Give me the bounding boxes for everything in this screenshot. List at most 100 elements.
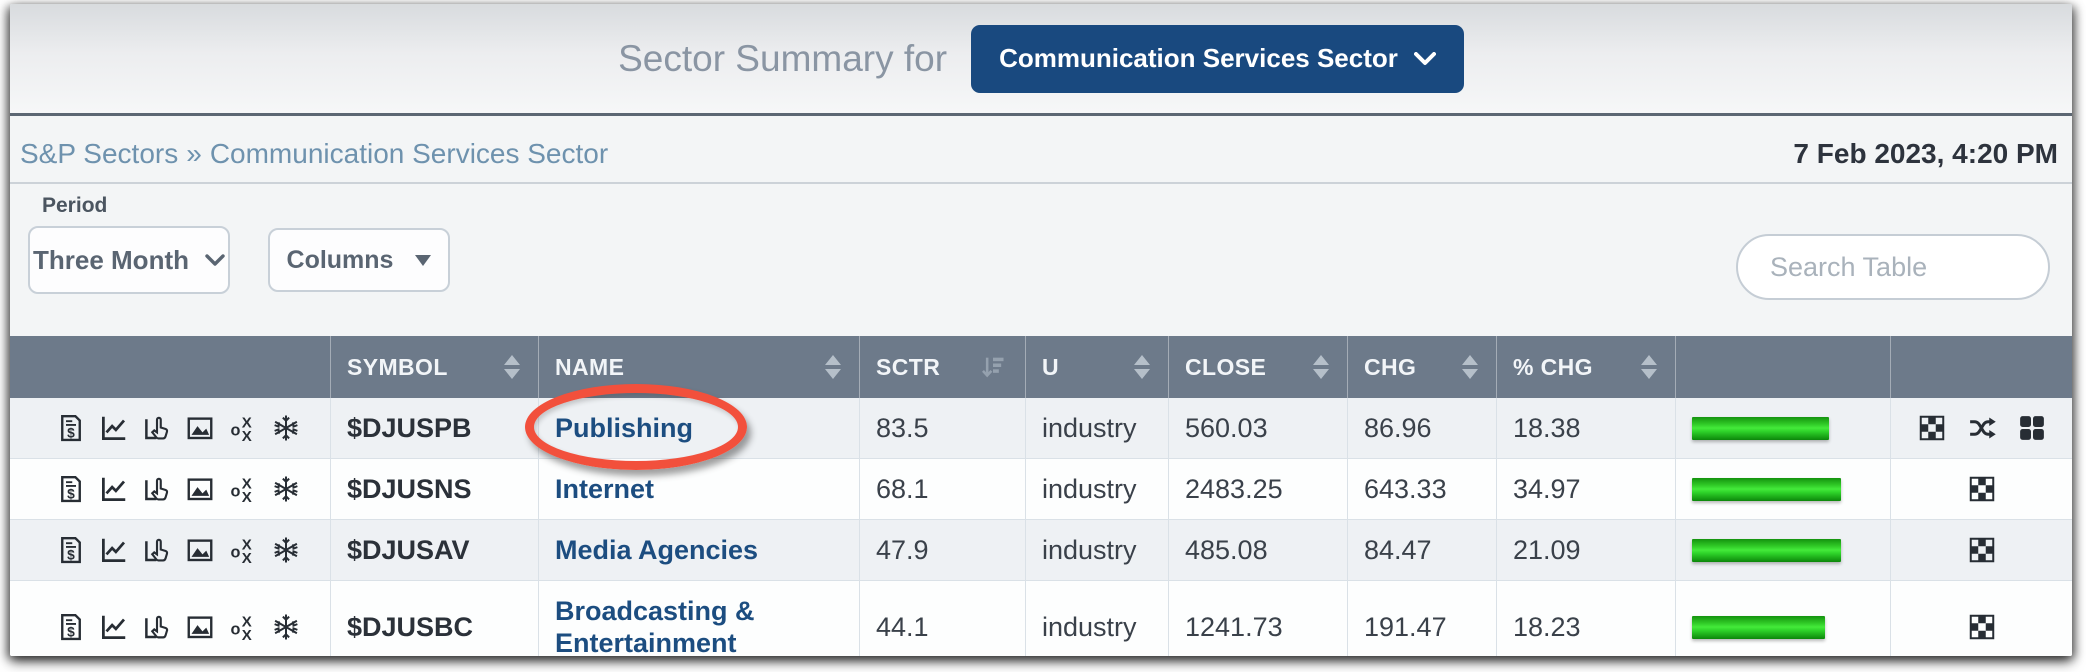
seasonality-icon[interactable] (271, 612, 301, 642)
svg-text:o: o (231, 544, 241, 562)
column-header-u[interactable]: U (1026, 336, 1169, 398)
chevron-down-icon (1414, 52, 1436, 66)
candleglance-icon[interactable] (1967, 612, 1997, 642)
svg-text:$: $ (67, 624, 75, 639)
actions-cell (1891, 459, 2072, 519)
pnf-chart-icon[interactable]: oXX (228, 474, 258, 504)
chg-cell: 86.96 (1348, 398, 1497, 458)
column-header-chg[interactable]: CHG (1348, 336, 1497, 398)
galleryview-icon[interactable] (185, 535, 215, 565)
chart-tools-cell: $ oXX (10, 520, 331, 580)
pnf-chart-icon[interactable]: oXX (228, 612, 258, 642)
acp-chart-icon[interactable] (142, 535, 172, 565)
svg-text:X: X (242, 627, 252, 642)
symbol-cell: $DJUSBC (331, 581, 539, 656)
columns-button[interactable]: Columns (268, 228, 450, 292)
close-cell: 1241.73 (1169, 581, 1348, 656)
name-cell: Publishing (539, 398, 860, 458)
performance-bar (1692, 539, 1841, 562)
controls-bar: Period Three Month Columns (10, 194, 2072, 336)
pnf-chart-icon[interactable]: oXX (228, 413, 258, 443)
breadcrumb-separator: » (178, 138, 210, 169)
breadcrumb-sp-sectors[interactable]: S&P Sectors (20, 138, 178, 169)
chart-tools-cell: $ oXX (10, 398, 331, 458)
svg-text:X: X (242, 489, 252, 504)
data-timestamp: 7 Feb 2023, 4:20 PM (1793, 138, 2058, 170)
sector-select-label: Communication Services Sector (999, 43, 1398, 74)
industry-link[interactable]: Broadcasting & Entertainment (555, 595, 815, 656)
sort-amount-desc-icon[interactable] (979, 353, 1007, 381)
chg-cell: 191.47 (1348, 581, 1497, 656)
performance-bar (1692, 417, 1829, 440)
svg-text:$: $ (67, 486, 75, 501)
sort-icon[interactable] (1641, 355, 1657, 379)
perf-bar-cell (1676, 581, 1891, 656)
sharpchart-icon[interactable] (99, 413, 129, 443)
acp-chart-icon[interactable] (142, 612, 172, 642)
sort-icon[interactable] (1313, 355, 1329, 379)
universe-cell: industry (1026, 581, 1169, 656)
breadcrumb-row: S&P Sectors»Communication Services Secto… (10, 116, 2072, 182)
column-header-pct-chg[interactable]: % CHG (1497, 336, 1676, 398)
universe-cell: industry (1026, 398, 1169, 458)
quote-sheet-icon[interactable]: $ (56, 612, 86, 642)
sort-icon[interactable] (504, 355, 520, 379)
divider-line (10, 182, 2072, 184)
universe-cell: industry (1026, 520, 1169, 580)
period-select[interactable]: Three Month (28, 226, 230, 294)
candleglance-icon[interactable] (1967, 535, 1997, 565)
column-header-tools (10, 336, 331, 398)
column-header-close[interactable]: CLOSE (1169, 336, 1348, 398)
chg-cell: 643.33 (1348, 459, 1497, 519)
close-cell: 560.03 (1169, 398, 1348, 458)
galleryview-icon[interactable] (185, 474, 215, 504)
rrg-icon[interactable] (1967, 413, 1997, 443)
acp-chart-icon[interactable] (142, 413, 172, 443)
column-header-name[interactable]: NAME (539, 336, 860, 398)
chevron-down-icon (205, 254, 225, 267)
galleryview-icon[interactable] (185, 612, 215, 642)
sharpchart-icon[interactable] (99, 474, 129, 504)
acp-chart-icon[interactable] (142, 474, 172, 504)
actions-cell (1891, 520, 2072, 580)
quote-sheet-icon[interactable]: $ (56, 474, 86, 504)
svg-text:X: X (242, 428, 252, 443)
seasonality-icon[interactable] (271, 413, 301, 443)
quote-sheet-icon[interactable]: $ (56, 413, 86, 443)
sctr-cell: 47.9 (860, 520, 1026, 580)
svg-text:o: o (231, 621, 241, 639)
performance-bar (1692, 616, 1825, 639)
search-input[interactable] (1736, 234, 2050, 300)
close-cell: 485.08 (1169, 520, 1348, 580)
galleryview-icon[interactable] (185, 413, 215, 443)
quote-sheet-icon[interactable]: $ (56, 535, 86, 565)
candleglance-icon[interactable] (1917, 413, 1947, 443)
pnf-chart-icon[interactable]: oXX (228, 535, 258, 565)
chart-tools-cell: $ oXX (10, 581, 331, 656)
seasonality-icon[interactable] (271, 535, 301, 565)
sector-select-button[interactable]: Communication Services Sector (971, 25, 1464, 93)
name-cell: Broadcasting & Entertainment (539, 581, 860, 656)
close-cell: 2483.25 (1169, 459, 1348, 519)
masthead: Sector Summary for Communication Service… (10, 4, 2072, 116)
candleglance-icon[interactable] (1967, 474, 1997, 504)
seasonality-icon[interactable] (271, 474, 301, 504)
sharpchart-icon[interactable] (99, 612, 129, 642)
column-header-sctr[interactable]: SCTR (860, 336, 1026, 398)
industry-link[interactable]: Media Agencies (555, 534, 758, 566)
column-header-symbol[interactable]: SYMBOL (331, 336, 539, 398)
sharpchart-icon[interactable] (99, 535, 129, 565)
sort-icon[interactable] (1462, 355, 1478, 379)
page-title: Sector Summary for (618, 38, 947, 80)
industry-link[interactable]: Internet (555, 473, 654, 505)
svg-text:$: $ (67, 425, 75, 440)
sort-icon[interactable] (825, 355, 841, 379)
column-header-actions (1891, 336, 2072, 398)
breadcrumb-current-sector[interactable]: Communication Services Sector (210, 138, 608, 169)
period-label: Period (42, 194, 2072, 218)
industry-link[interactable]: Publishing (555, 412, 693, 444)
chartgrid-icon[interactable] (2017, 413, 2047, 443)
column-header-perf-bar (1676, 336, 1891, 398)
sort-icon[interactable] (1134, 355, 1150, 379)
name-cell: Internet (539, 459, 860, 519)
